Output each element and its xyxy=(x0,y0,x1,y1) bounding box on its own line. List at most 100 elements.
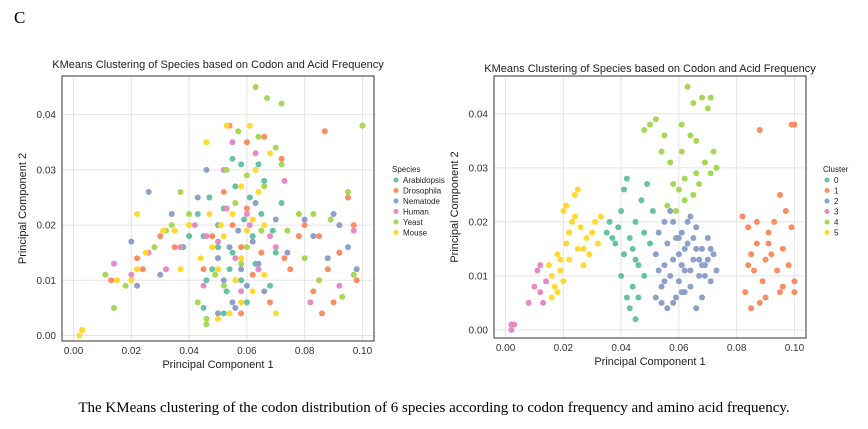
data-point xyxy=(664,202,671,209)
data-point xyxy=(255,260,262,267)
data-point xyxy=(595,240,601,247)
data-point xyxy=(113,277,120,284)
data-point xyxy=(632,256,639,263)
data-point xyxy=(261,183,268,190)
data-point xyxy=(670,218,677,225)
data-point xyxy=(200,304,207,311)
data-point xyxy=(566,256,573,263)
data-point xyxy=(232,304,239,311)
data-point xyxy=(330,211,337,218)
data-point xyxy=(618,272,625,279)
data-point xyxy=(569,218,575,225)
data-point xyxy=(537,289,544,296)
data-point xyxy=(171,244,178,251)
x-tick-label: 0.02 xyxy=(122,346,142,357)
data-point xyxy=(699,262,705,269)
legend-label: Drosophila xyxy=(403,187,442,196)
data-point xyxy=(122,282,129,289)
data-point xyxy=(310,233,317,240)
legend-label: 0 xyxy=(834,176,839,185)
data-point xyxy=(777,191,783,198)
data-point xyxy=(111,260,117,267)
data-point xyxy=(241,216,247,223)
data-point xyxy=(163,266,169,273)
data-point xyxy=(353,266,360,273)
data-point xyxy=(690,256,697,263)
data-point xyxy=(223,205,230,212)
data-point xyxy=(782,208,789,215)
data-point xyxy=(563,202,570,209)
data-point xyxy=(707,278,714,285)
data-point xyxy=(644,181,651,188)
data-point xyxy=(203,139,210,146)
data-point xyxy=(243,227,250,234)
data-point xyxy=(548,294,555,301)
data-point xyxy=(791,278,798,285)
data-point xyxy=(194,211,201,218)
data-point xyxy=(540,299,547,306)
data-point xyxy=(229,211,236,218)
data-point xyxy=(751,267,757,274)
data-point xyxy=(278,199,285,206)
data-point xyxy=(623,175,630,182)
data-point xyxy=(574,245,581,252)
data-point xyxy=(226,266,233,273)
data-point xyxy=(232,277,239,284)
data-point xyxy=(111,304,117,311)
data-point xyxy=(629,283,636,290)
data-point xyxy=(632,316,639,323)
data-point xyxy=(267,299,273,306)
data-point xyxy=(693,137,700,144)
data-point xyxy=(621,251,627,258)
y-tick-label: 0.01 xyxy=(37,276,57,287)
data-point xyxy=(537,262,544,269)
data-point xyxy=(258,211,265,218)
data-point xyxy=(675,278,682,285)
data-point xyxy=(220,233,227,240)
legend-label: Arabidopsis xyxy=(403,176,445,185)
data-point xyxy=(324,255,331,262)
data-point xyxy=(543,278,549,285)
data-point xyxy=(229,249,236,256)
data-point xyxy=(655,229,662,236)
data-point xyxy=(632,218,639,225)
data-point xyxy=(203,233,210,240)
data-point xyxy=(525,299,532,306)
data-point xyxy=(267,282,273,289)
legend-label: 5 xyxy=(834,229,839,238)
data-point xyxy=(658,299,665,306)
data-point xyxy=(687,132,694,139)
data-point xyxy=(232,199,239,206)
data-point xyxy=(310,211,317,218)
data-point xyxy=(339,293,346,300)
data-point xyxy=(128,238,135,245)
chart-clusters: 0.00 0.02 0.04 0.06 0.08 0.10 0.00 0.01 0.02 0.03… xyxy=(449,63,849,368)
data-point xyxy=(206,194,213,201)
data-point xyxy=(557,267,564,274)
data-point xyxy=(284,227,291,234)
data-point xyxy=(134,282,141,289)
y-tick-label: 0.02 xyxy=(469,217,489,228)
data-point xyxy=(235,227,242,234)
data-point xyxy=(574,186,581,193)
data-point xyxy=(229,155,236,162)
data-point xyxy=(319,310,325,317)
data-point xyxy=(235,128,242,135)
data-point xyxy=(177,266,184,273)
data-point xyxy=(295,211,302,218)
data-point xyxy=(281,255,288,262)
data-point xyxy=(701,272,708,279)
data-point xyxy=(209,233,216,240)
data-point xyxy=(652,116,659,123)
data-point xyxy=(765,229,772,236)
y-axis-label: Principal Component 2 xyxy=(17,153,29,264)
data-point xyxy=(684,83,691,90)
data-point xyxy=(267,150,273,157)
data-point xyxy=(621,186,627,193)
data-point xyxy=(777,289,783,296)
data-point xyxy=(212,271,219,278)
data-point xyxy=(687,213,694,220)
legend-marker xyxy=(393,177,399,183)
data-point xyxy=(678,262,685,269)
